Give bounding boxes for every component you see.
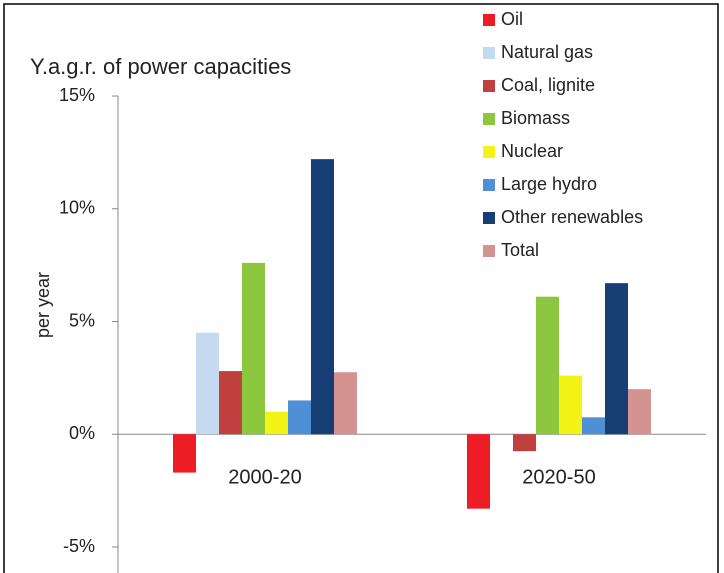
legend-swatch: [483, 113, 495, 125]
legend-swatch: [483, 179, 495, 191]
legend-label: Other renewables: [501, 207, 643, 227]
legend-label: Natural gas: [501, 42, 593, 62]
legend-label: Large hydro: [501, 174, 597, 194]
x-tick-label: 2000-20: [228, 467, 301, 489]
y-tick-label: 15%: [59, 85, 95, 105]
bar: [265, 411, 288, 435]
bar: [513, 434, 536, 452]
legend-swatch: [483, 245, 495, 257]
legend-label: Coal, lignite: [501, 75, 595, 95]
chart-title: Y.a.g.r. of power capacities: [30, 54, 291, 79]
legend-label: Nuclear: [501, 141, 563, 161]
bar: [173, 434, 196, 473]
bar: [242, 262, 265, 435]
frame: [3, 3, 719, 573]
legend-swatch: [483, 146, 495, 158]
y-tick-label: 0%: [69, 423, 95, 443]
y-axis-label: per year: [33, 272, 53, 338]
bar: [196, 332, 219, 435]
legend-label: Total: [501, 240, 539, 260]
legend-swatch: [483, 47, 495, 59]
y-tick-label: -5%: [63, 536, 95, 556]
legend-swatch: [483, 80, 495, 92]
bar: [288, 400, 311, 435]
y-tick-label: 10%: [59, 198, 95, 218]
legend-label: Oil: [501, 9, 523, 29]
bar: [219, 371, 242, 435]
y-tick-label: 5%: [69, 310, 95, 330]
bar: [582, 417, 605, 435]
bar: [334, 372, 357, 435]
bar: [311, 159, 334, 435]
legend-swatch: [483, 212, 495, 224]
bar: [559, 375, 582, 435]
x-tick-label: 2020-50: [522, 467, 595, 489]
bar: [628, 389, 651, 435]
legend-swatch: [483, 14, 495, 26]
bar: [467, 434, 490, 509]
legend-label: Biomass: [501, 108, 570, 128]
bar: [536, 296, 559, 435]
bar: [605, 283, 628, 435]
